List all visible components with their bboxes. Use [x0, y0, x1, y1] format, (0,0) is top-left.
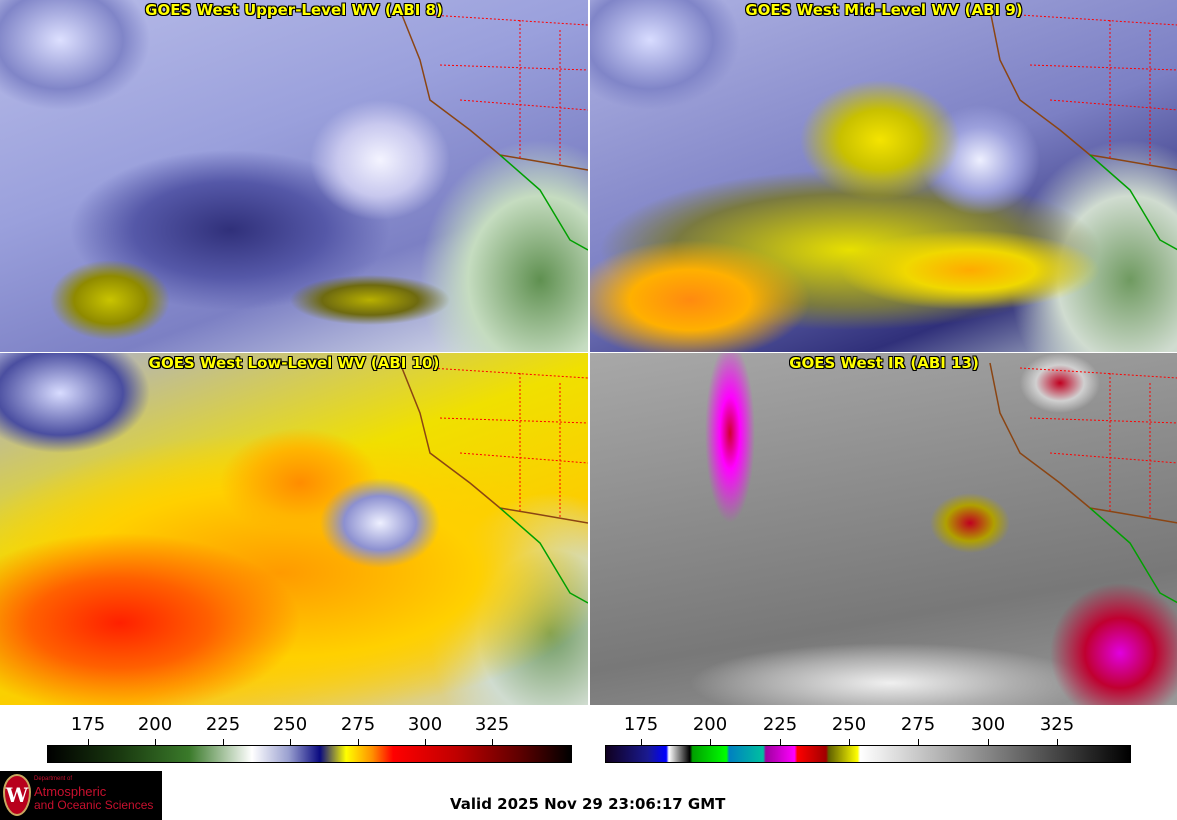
wv-colorbar-tick-label: 250: [272, 714, 308, 735]
wv-colorbar: [47, 745, 572, 763]
ir-colorbar-tick: [780, 739, 781, 745]
map-borders: [399, 9, 588, 251]
panel-low-level-wv: GOES West Low-Level WV (ABI 10): [0, 353, 588, 705]
wv-colorbar-tick-label: 200: [137, 714, 173, 735]
aos-logo: W Department of Atmospheric and Oceanic …: [0, 771, 162, 820]
valid-time: Valid 2025 Nov 29 23:06:17 GMT: [450, 795, 726, 813]
ir-colorbar-tick: [641, 739, 642, 745]
logo-line-3: and Oceanic Sciences: [34, 798, 154, 812]
ir-colorbar-tick: [1057, 739, 1058, 745]
wv-colorbar-tick: [223, 739, 224, 745]
map-borders: [989, 9, 1177, 251]
panel-ir: GOES West IR (ABI 13): [590, 353, 1177, 705]
panel-title: GOES West Mid-Level WV (ABI 9): [745, 1, 1023, 19]
ir-colorbar-tick-label: 200: [692, 714, 728, 735]
ir-colorbar-tick: [988, 739, 989, 745]
ir-colorbar-tick: [710, 739, 711, 745]
ir-colorbar-tick-label: 300: [970, 714, 1006, 735]
panel-upper-level-wv: GOES West Upper-Level WV (ABI 8): [0, 0, 588, 352]
wv-colorbar-tick-label: 275: [340, 714, 376, 735]
wv-colorbar-tick: [425, 739, 426, 745]
panel-title: GOES West Low-Level WV (ABI 10): [148, 354, 440, 372]
wv-colorbar-tick: [290, 739, 291, 745]
ir-colorbar-tick-label: 225: [762, 714, 798, 735]
wv-colorbar-tick-label: 325: [474, 714, 510, 735]
ir-colorbar-tick-label: 275: [900, 714, 936, 735]
ir-colorbar-tick-label: 325: [1039, 714, 1075, 735]
ir-colorbar-tick-label: 175: [623, 714, 659, 735]
wv-colorbar-tick-label: 175: [70, 714, 106, 735]
map-borders: [399, 362, 588, 604]
wv-colorbar-tick-label: 225: [205, 714, 241, 735]
ir-colorbar-tick: [849, 739, 850, 745]
ir-colorbar-tick: [918, 739, 919, 745]
panel-title: GOES West Upper-Level WV (ABI 8): [145, 1, 443, 19]
logo-line-1: Department of: [34, 776, 73, 782]
ir-colorbar-tick-label: 250: [831, 714, 867, 735]
wv-colorbar-tick: [155, 739, 156, 745]
uw-crest-icon: W: [3, 774, 31, 816]
wv-colorbar-tick: [492, 739, 493, 745]
wv-colorbar-tick: [88, 739, 89, 745]
ir-colorbar: [605, 745, 1131, 763]
wv-colorbar-tick: [358, 739, 359, 745]
panel-mid-level-wv: GOES West Mid-Level WV (ABI 9): [590, 0, 1177, 352]
map-borders: [989, 362, 1177, 604]
panel-title: GOES West IR (ABI 13): [789, 354, 979, 372]
wv-colorbar-tick-label: 300: [407, 714, 443, 735]
logo-line-2: Atmospheric: [34, 784, 107, 799]
